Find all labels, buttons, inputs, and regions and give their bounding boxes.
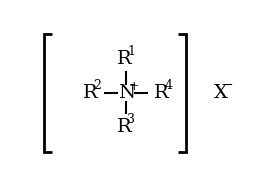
Text: 3: 3	[127, 113, 135, 126]
Text: R: R	[83, 84, 98, 102]
Text: 1: 1	[127, 46, 135, 59]
Text: R: R	[117, 50, 132, 68]
Text: 4: 4	[165, 79, 173, 92]
Text: N: N	[117, 84, 135, 102]
Text: R: R	[154, 84, 169, 102]
Text: X: X	[214, 84, 228, 102]
Text: +: +	[129, 80, 139, 93]
Text: 2: 2	[93, 79, 101, 92]
Text: R: R	[117, 118, 132, 136]
Text: −: −	[222, 79, 233, 92]
